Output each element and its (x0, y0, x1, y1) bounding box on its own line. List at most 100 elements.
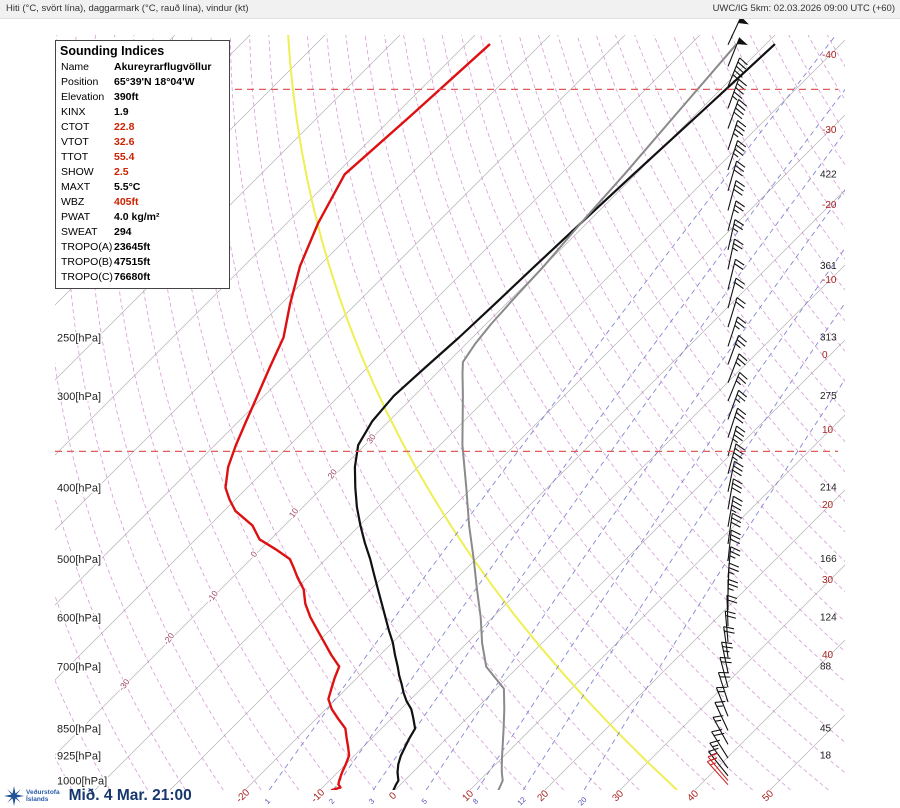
svg-text:3: 3 (367, 797, 376, 806)
index-label: KINX (61, 106, 86, 118)
secondary-profile-curve (461, 43, 737, 790)
index-row: TTOT 55.4 (56, 150, 229, 165)
wind-barbs (706, 16, 749, 786)
svg-text:20: 20 (576, 795, 588, 807)
header-model-run-label: UWC/IG 5km: 02.03.2026 09:00 UTC (+60) (712, 3, 895, 14)
index-value: 4.0 kg/m² (114, 211, 160, 223)
svg-text:1: 1 (263, 797, 272, 806)
svg-text:313: 313 (820, 333, 837, 344)
index-row: Position 65°39'N 18°04'W (56, 75, 229, 90)
svg-text:400[hPa]: 400[hPa] (57, 483, 101, 495)
index-row: TROPO(A) 23645ft (56, 240, 229, 255)
svg-text:50: 50 (760, 788, 776, 804)
svg-text:500[hPa]: 500[hPa] (57, 554, 101, 566)
index-row: CTOT 22.8 (56, 120, 229, 135)
index-row: TROPO(B) 47515ft (56, 255, 229, 270)
header-legend-label: Hiti (°C, svört lína), daggarmark (°C, r… (6, 3, 249, 14)
index-label: TROPO(C) (61, 271, 113, 283)
svg-text:1000[hPa]: 1000[hPa] (57, 776, 107, 788)
org-name: Veðurstofa Íslands (26, 789, 60, 803)
index-value: 405ft (114, 196, 139, 208)
index-row: PWAT 4.0 kg/m² (56, 210, 229, 225)
index-label: VTOT (61, 136, 89, 148)
svg-text:250[hPa]: 250[hPa] (57, 333, 101, 345)
temperature-curve (353, 43, 776, 790)
index-value: 2.5 (114, 166, 129, 178)
index-row: WBZ 405ft (56, 195, 229, 210)
index-row: SHOW 2.5 (56, 165, 229, 180)
svg-text:2: 2 (327, 797, 336, 806)
sounding-indices-panel: Sounding Indices Name Akureyrarflugvöllur… (55, 40, 230, 289)
index-row: TROPO(C) 76680ft (56, 270, 229, 285)
profile-curves (224, 43, 776, 790)
svg-text:-10: -10 (822, 275, 837, 286)
svg-text:166: 166 (820, 554, 837, 565)
svg-text:124: 124 (820, 612, 837, 623)
index-row: KINX 1.9 (56, 105, 229, 120)
index-label: Elevation (61, 91, 105, 103)
index-row: Elevation 390ft (56, 90, 229, 105)
index-row: Name Akureyrarflugvöllur (56, 60, 229, 75)
index-label: Name (61, 61, 90, 73)
svg-text:300[hPa]: 300[hPa] (57, 391, 101, 403)
svg-text:20: 20 (325, 467, 339, 481)
index-value: 23645ft (114, 241, 151, 253)
svg-text:214: 214 (820, 483, 837, 494)
index-value: 294 (114, 226, 132, 238)
svg-text:-10: -10 (205, 588, 220, 604)
index-value: Akureyrarflugvöllur (114, 61, 212, 73)
svg-text:20: 20 (535, 788, 551, 804)
indices-rows: Name Akureyrarflugvöllur Position 65°39'N 1… (56, 60, 229, 285)
index-label: CTOT (61, 121, 90, 133)
svg-text:361: 361 (820, 261, 837, 272)
index-value: 32.6 (114, 136, 135, 148)
index-value: 1.9 (114, 106, 129, 118)
svg-text:5: 5 (420, 797, 429, 806)
org-name-line1: Veðurstofa (26, 789, 60, 796)
svg-text:-10: -10 (309, 787, 327, 805)
svg-text:8: 8 (471, 797, 480, 806)
index-label: SWEAT (61, 226, 98, 238)
index-value: 47515ft (114, 256, 151, 268)
svg-text:45: 45 (820, 724, 832, 735)
svg-text:88: 88 (820, 662, 832, 673)
svg-text:422: 422 (820, 169, 837, 180)
index-label: MAXT (61, 181, 91, 193)
index-value: 22.8 (114, 121, 135, 133)
index-label: TTOT (61, 151, 89, 163)
svg-text:10: 10 (822, 425, 834, 436)
index-label: WBZ (61, 196, 85, 208)
svg-text:40: 40 (685, 788, 701, 804)
index-label: PWAT (61, 211, 91, 223)
svg-text:12: 12 (515, 795, 527, 807)
index-label: SHOW (61, 166, 94, 178)
svg-text:40: 40 (822, 650, 834, 661)
svg-text:-20: -20 (161, 631, 176, 647)
index-value: 5.5°C (114, 181, 141, 193)
svg-text:0: 0 (822, 350, 828, 361)
index-row: SWEAT 294 (56, 225, 229, 240)
index-value: 76680ft (114, 271, 151, 283)
svg-text:20: 20 (822, 500, 834, 511)
index-value: 55.4 (114, 151, 135, 163)
svg-text:0: 0 (387, 790, 399, 802)
svg-text:275: 275 (820, 391, 837, 402)
dewpoint-curve (224, 43, 491, 790)
svg-text:10: 10 (287, 506, 301, 520)
svg-text:-40: -40 (822, 50, 837, 61)
index-label: TROPO(B) (61, 256, 113, 268)
svg-text:30: 30 (610, 788, 626, 804)
footer: Veðurstofa Íslands Mið. 4 Mar. 21:00 (4, 786, 192, 806)
svg-text:925[hPa]: 925[hPa] (57, 751, 101, 763)
svg-text:850[hPa]: 850[hPa] (57, 724, 101, 736)
footer-datetime: Mið. 4 Mar. 21:00 (68, 787, 192, 804)
svg-text:18: 18 (820, 751, 832, 762)
header-bar: Hiti (°C, svört lína), daggarmark (°C, r… (0, 0, 900, 19)
panel-title: Sounding Indices (60, 44, 165, 58)
index-value: 65°39'N 18°04'W (114, 76, 195, 88)
index-label: Position (61, 76, 99, 88)
index-row: VTOT 32.6 (56, 135, 229, 150)
svg-text:-20: -20 (822, 200, 837, 211)
